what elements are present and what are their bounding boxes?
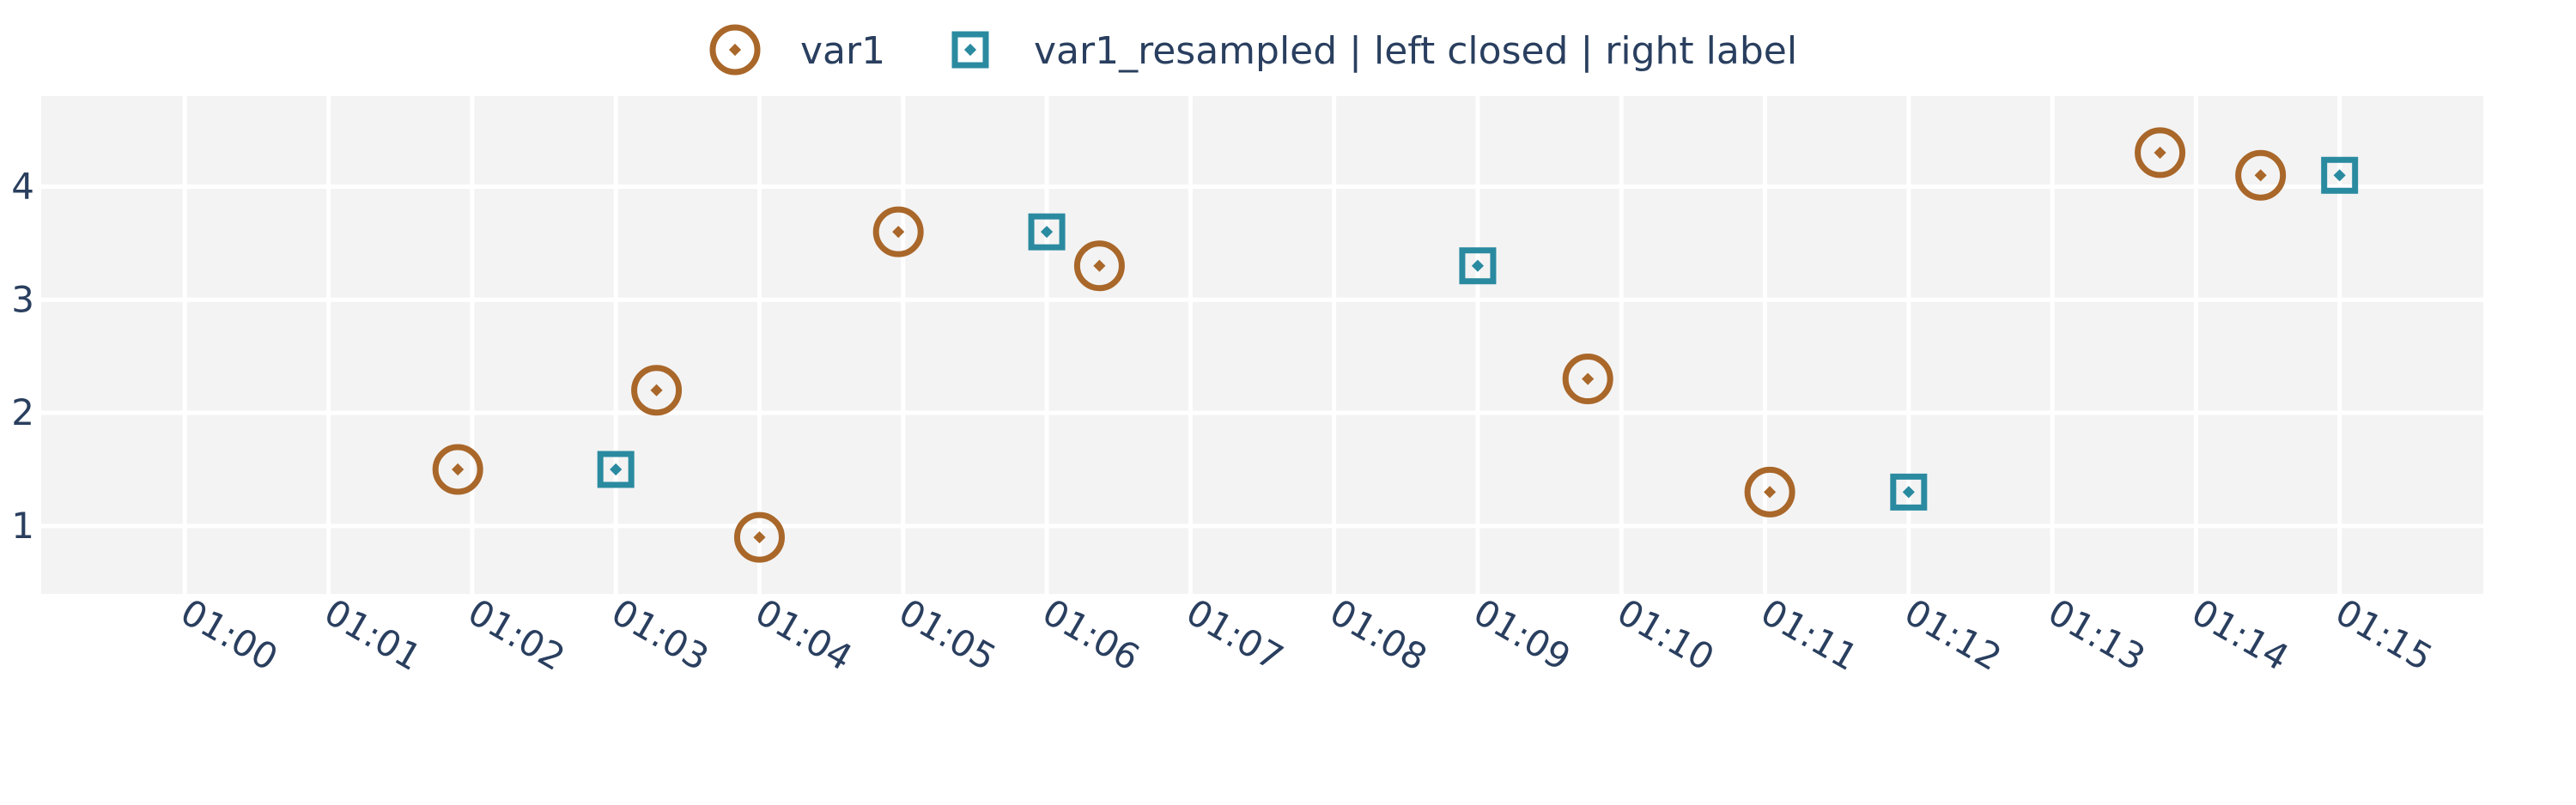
marker-dot — [728, 43, 742, 57]
marker-dot — [1040, 226, 1054, 239]
marker-dot — [650, 384, 663, 396]
x-tick-label: 01:02 — [461, 590, 572, 679]
marker-dot — [892, 226, 905, 239]
x-tick-label: 01:11 — [1754, 590, 1865, 679]
legend-label: var1_resampled | left closed | right lab… — [1034, 29, 1797, 73]
marker-square — [951, 31, 989, 69]
data-point — [597, 451, 635, 488]
plot-area — [41, 96, 2483, 594]
x-tick-label: 01:14 — [2184, 590, 2295, 679]
marker-ring — [1073, 240, 1125, 292]
marker-dot — [452, 463, 465, 476]
legend-label: var1 — [800, 29, 885, 73]
data-point — [733, 511, 785, 563]
data-point — [1028, 213, 1066, 251]
legend-symbol — [951, 31, 989, 69]
data-point — [1562, 354, 1613, 405]
data-point — [1073, 240, 1125, 292]
y-tick-label: 2 — [11, 391, 34, 433]
x-tick-label: 01:10 — [1610, 590, 1721, 679]
grid — [41, 96, 2483, 594]
data-point — [872, 206, 924, 257]
x-tick-label: 01:15 — [2329, 590, 2439, 679]
series-0 — [432, 127, 2287, 563]
x-tick-label: 01:00 — [173, 590, 284, 679]
marker-dot — [963, 43, 977, 57]
y-axis-ticks: 1 2 3 4 — [11, 165, 34, 546]
marker-square — [597, 451, 635, 488]
marker-ring — [2235, 149, 2287, 201]
marker-dot — [1093, 259, 1106, 272]
marker-dot — [1582, 372, 1595, 385]
x-tick-label: 01:09 — [1467, 590, 1577, 679]
marker-ring — [2135, 127, 2186, 179]
marker-ring — [631, 365, 683, 416]
x-tick-label: 01:04 — [748, 590, 859, 679]
series-1 — [597, 156, 2359, 511]
data-point — [432, 444, 483, 495]
marker-dot — [753, 531, 766, 544]
x-tick-label: 01:01 — [318, 590, 428, 679]
marker-ring — [709, 24, 761, 76]
x-tick-label: 01:13 — [2041, 590, 2152, 679]
legend-item-0[interactable]: var1 — [709, 24, 885, 76]
marker-ring — [432, 444, 483, 495]
x-tick-label: 01:07 — [1179, 590, 1290, 679]
x-tick-label: 01:05 — [892, 590, 1003, 679]
y-tick-label: 4 — [11, 165, 34, 207]
marker-dot — [1471, 259, 1485, 272]
x-tick-label: 01:03 — [605, 590, 715, 679]
legend-symbol — [709, 24, 761, 76]
y-tick-label: 1 — [11, 505, 34, 547]
data-point — [631, 365, 683, 416]
y-tick-label: 3 — [11, 278, 34, 320]
marker-ring — [733, 511, 785, 563]
marker-ring — [1744, 466, 1795, 518]
x-axis-ticks: 01:00 01:01 01:02 01:03 01:04 01:05 01:06 01:07… — [173, 590, 2439, 679]
marker-square — [1459, 247, 1497, 285]
marker-square — [1028, 213, 1066, 251]
marker-ring — [1562, 354, 1613, 405]
data-marks — [432, 127, 2359, 563]
legend-item-1[interactable]: var1_resampled | left closed | right lab… — [951, 29, 1797, 73]
legend: var1 var1_resampled | left closed | right… — [709, 24, 1797, 76]
marker-square — [1890, 473, 1928, 511]
marker-ring — [872, 206, 924, 257]
data-point — [1459, 247, 1497, 285]
x-tick-label: 01:12 — [1898, 590, 2008, 679]
x-tick-label: 01:06 — [1036, 590, 1146, 679]
x-tick-label: 01:08 — [1323, 590, 1434, 679]
marker-square — [2321, 156, 2359, 194]
marker-dot — [610, 463, 623, 476]
